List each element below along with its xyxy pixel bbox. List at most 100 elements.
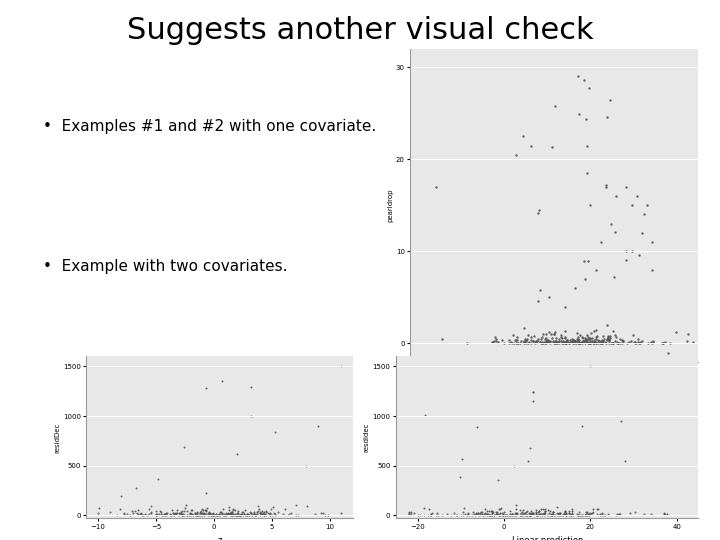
Point: [497, 511, 508, 519]
Point: [506, 509, 518, 518]
Point: [516, 511, 527, 519]
Point: [518, 132, 529, 140]
Point: [609, 337, 621, 346]
Point: [580, 511, 592, 519]
Point: [132, 506, 144, 515]
Point: [441, 510, 453, 518]
Point: [500, 511, 511, 519]
Point: [540, 329, 552, 338]
Point: [546, 338, 558, 347]
Point: [621, 183, 632, 191]
Point: [549, 327, 561, 336]
Point: [189, 510, 201, 518]
Point: [537, 329, 549, 338]
Point: [498, 508, 510, 516]
Point: [246, 511, 258, 519]
Point: [150, 507, 161, 516]
Point: [548, 511, 559, 519]
Point: [194, 511, 206, 519]
Point: [545, 510, 557, 518]
Point: [228, 505, 239, 514]
Point: [554, 510, 565, 518]
Point: [265, 510, 276, 518]
Point: [177, 509, 189, 518]
Point: [227, 508, 238, 516]
Point: [405, 508, 417, 516]
Point: [511, 508, 523, 517]
Point: [583, 511, 595, 519]
Point: [492, 510, 503, 518]
Point: [497, 509, 508, 517]
Point: [645, 338, 657, 347]
Point: [559, 510, 571, 518]
Point: [526, 511, 537, 519]
Point: [541, 336, 553, 345]
Point: [480, 504, 491, 513]
Point: [544, 293, 555, 302]
Point: [498, 510, 509, 519]
Point: [175, 510, 186, 518]
Point: [525, 510, 536, 519]
Point: [535, 338, 546, 346]
Point: [139, 510, 150, 518]
Point: [547, 337, 559, 346]
Y-axis label: resdidec: resdidec: [364, 423, 369, 452]
Point: [222, 509, 234, 517]
Point: [462, 510, 473, 519]
Point: [520, 339, 531, 347]
Point: [179, 504, 191, 512]
Point: [413, 510, 424, 519]
Point: [541, 510, 553, 519]
Point: [557, 338, 569, 346]
Point: [230, 511, 241, 519]
Point: [505, 338, 517, 346]
Point: [619, 456, 631, 465]
Point: [336, 509, 347, 517]
Point: [532, 208, 544, 217]
Point: [554, 509, 565, 518]
Point: [247, 510, 258, 518]
Point: [198, 510, 210, 519]
Text: •  Example with two covariates.: • Example with two covariates.: [43, 259, 288, 274]
Point: [204, 509, 215, 518]
Point: [403, 508, 415, 516]
Point: [536, 339, 547, 348]
Point: [578, 338, 590, 347]
Point: [539, 509, 551, 517]
Point: [231, 450, 243, 458]
Point: [627, 331, 639, 340]
Point: [603, 335, 614, 343]
Point: [531, 336, 543, 345]
Point: [145, 509, 157, 517]
Point: [568, 339, 580, 347]
Point: [549, 339, 560, 348]
Point: [559, 302, 570, 311]
Point: [248, 510, 260, 518]
Point: [541, 338, 553, 346]
Point: [514, 510, 526, 519]
Point: [277, 510, 289, 518]
Point: [586, 338, 598, 346]
Point: [594, 510, 606, 519]
Point: [238, 508, 249, 516]
Point: [566, 509, 577, 517]
Point: [477, 510, 488, 518]
Point: [601, 113, 613, 122]
Point: [486, 507, 498, 515]
Point: [533, 206, 544, 214]
Point: [527, 387, 539, 396]
Point: [93, 504, 104, 513]
Point: [623, 338, 634, 347]
Point: [165, 510, 176, 519]
Point: [534, 285, 546, 294]
Point: [630, 339, 642, 347]
Point: [181, 507, 193, 516]
Point: [449, 509, 460, 517]
Point: [176, 509, 187, 517]
Point: [539, 339, 551, 348]
Point: [609, 227, 621, 236]
Point: [566, 335, 577, 344]
Point: [631, 192, 642, 200]
Point: [472, 509, 484, 517]
Point: [554, 339, 565, 347]
